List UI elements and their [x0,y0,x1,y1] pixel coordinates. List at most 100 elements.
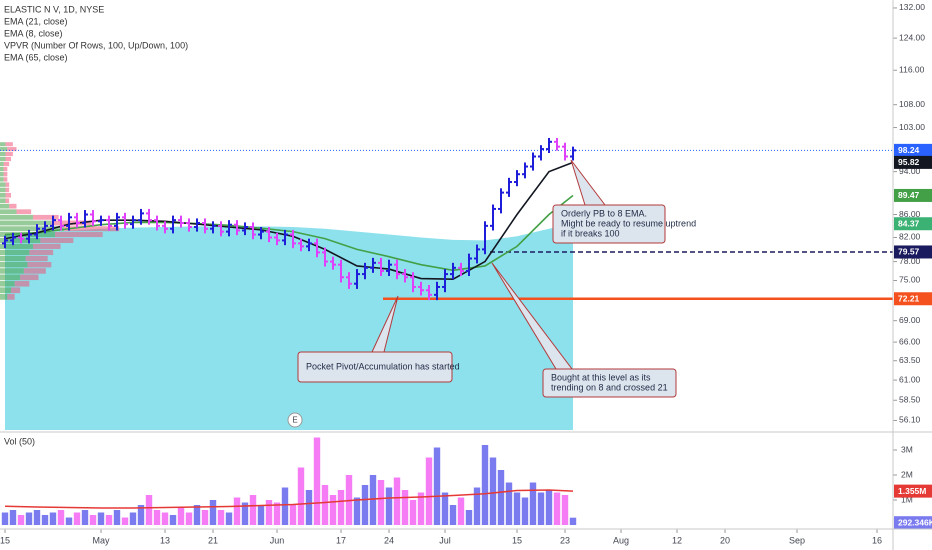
volume-bar [537,492,545,525]
vpvr-down [5,182,10,187]
callout-text: Might be ready to resume uptrend [561,218,696,228]
volume-ma-label-bg [894,484,932,498]
volume-bar [65,517,73,525]
y-tick-label: 56.10 [899,415,921,425]
vpvr-up [0,209,17,215]
volume-bar [361,485,369,525]
vpvr-up [0,198,6,204]
ema-last-label: 84.37 [898,218,920,228]
x-tick-label: 13 [160,535,170,545]
vpvr-up [0,172,4,177]
volume-bar [377,480,385,525]
volume-bar [497,470,505,525]
volume-bar [337,490,345,525]
price-line-label-bg [894,292,932,306]
price-line-label-bg [894,245,932,259]
callout-text: Bought at this level as its [551,372,651,382]
callout-text: Pocket Pivot/Accumulation has started [306,361,460,371]
vpvr-up [0,192,6,198]
volume-bar [217,510,225,525]
vpvr-down [3,166,8,172]
vpvr-up [0,182,6,187]
volume-bar [321,485,329,525]
vpvr-down [7,147,17,152]
callout-text: if it breaks 100 [561,228,620,238]
volume-bar [385,487,393,525]
volume-bar [57,510,65,525]
volume-bar [449,505,457,525]
vpvr-down [40,237,74,243]
x-tick-label: 20 [720,535,730,545]
vpvr-down [33,243,61,249]
volume-bar [241,502,249,525]
vpvr-up [0,147,8,152]
volume-bar [545,490,553,525]
volume-bar [233,497,241,525]
vpvr-up [0,249,30,256]
y-tick-label: 2M [901,469,913,479]
volume-bar [153,510,161,525]
vpvr-down [29,249,54,256]
volume-bar [1,512,9,525]
x-tick-label: Jul [439,535,451,545]
vpvr-down [5,192,11,198]
vpvr-up [0,187,6,193]
volume-bar [481,445,489,525]
x-tick-label: 21 [208,535,218,545]
y-tick-label: 82.00 [899,232,921,242]
volume-bar [297,467,305,525]
x-tick-label: 15 [0,535,10,545]
volume-bar [457,497,465,525]
volume-bar [561,495,569,525]
callout-box [542,368,677,398]
last-price-label-bg [894,143,932,157]
volume-last-label: 292.346K [898,517,932,527]
volume-bar [97,512,105,525]
volume-bar [433,447,441,525]
volume-bar [409,500,417,525]
x-tick-label: 24 [384,535,394,545]
legend-entry: EMA (65, close) [4,52,68,62]
volume-bar [201,510,209,525]
volume-bar [521,497,529,525]
x-tick-label: 12 [672,535,682,545]
ema-last-label: 89.47 [898,190,920,200]
vpvr-up [0,214,33,220]
volume-bar [209,500,217,525]
volume-bar [89,515,97,525]
vpvr-up [0,287,11,294]
vpvr-down [55,232,103,238]
vpvr-down [51,220,92,226]
chart-title: ELASTIC N V, 1D, NYSE [4,4,104,14]
vpvr-up [0,203,10,209]
vpvr-up [0,166,4,172]
y-tick-label: 58.50 [899,395,921,405]
vpvr-down [7,293,15,300]
volume-bar [225,512,233,525]
y-tick-label: 1M [901,494,913,504]
volume-bar [193,505,201,525]
vpvr-up [0,226,65,232]
vpvr-down [5,151,13,157]
volume-bar [105,515,113,525]
vpvr-up [0,156,6,162]
volume-bar [529,482,537,525]
vpvr-up [0,255,26,262]
volume-bar [41,515,49,525]
volume-bar [505,482,513,525]
volume-ma-label: 1.355M [898,486,926,496]
vpvr-down [27,261,52,268]
volume-bar [305,490,313,525]
volume-bar [489,457,497,525]
y-tick-label: 103.00 [899,122,925,132]
vpvr-down [16,209,32,215]
volume-bar [113,510,121,525]
volume-bar [513,492,521,525]
price-line-label: 79.57 [898,247,920,257]
volume-bar [329,495,337,525]
vpvr-up [0,268,24,274]
vpvr-down [14,280,30,287]
vpvr-up [0,177,4,182]
vpvr-up [0,243,33,249]
